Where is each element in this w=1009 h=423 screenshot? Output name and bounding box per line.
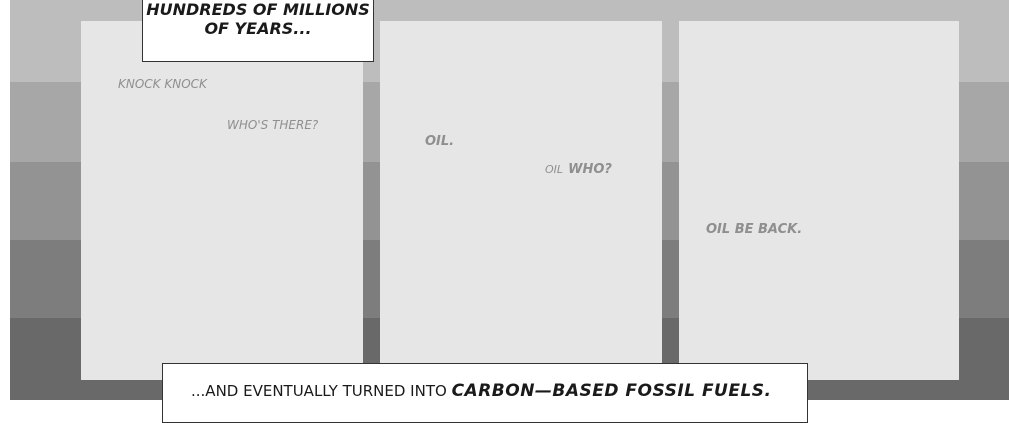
caption-top-line-2: OF YEARS... [204,19,312,38]
caption-top-line-1: HUNDREDS OF MILLIONS [146,0,370,19]
dialogue-oil-word: OIL [545,163,564,176]
dialogue-oil-who: OIL WHO? [545,158,612,177]
dialogue-oil: OIL. [425,134,455,149]
comic-panel-1 [81,21,363,380]
dialogue-knock-knock: KNOCK KNOCK [118,77,207,91]
dialogue-oil-be-back: OIL BE BACK. [706,222,803,237]
comic-panel-3 [679,21,959,380]
caption-bottom-prefix: ...AND EVENTUALLY TURNED INTO [191,382,452,400]
caption-bottom: ...AND EVENTUALLY TURNED INTO CARBON—BAS… [162,363,808,423]
caption-top: HUNDREDS OF MILLIONS OF YEARS... [142,0,374,62]
comic-panel-2 [380,21,662,380]
dialogue-whos-there: WHO'S THERE? [227,118,319,132]
dialogue-who-word: WHO? [568,162,612,177]
caption-bottom-emphasis: CARBON—BASED FOSSIL FUELS. [451,381,772,401]
